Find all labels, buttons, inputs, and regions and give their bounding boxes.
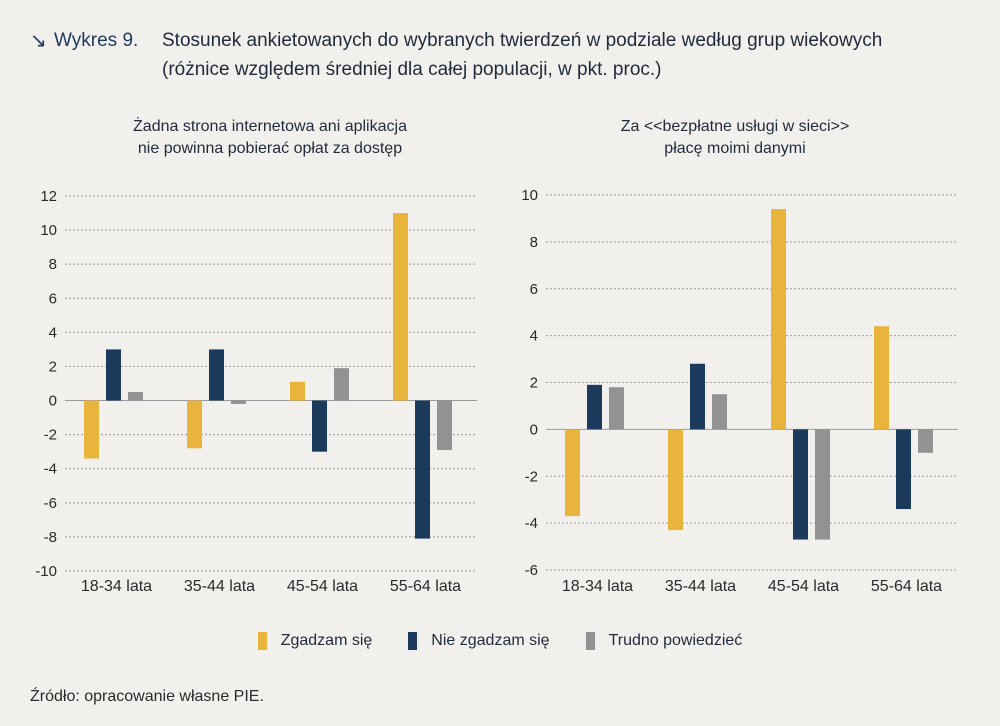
left-bar-hard-to-say-4 [437,400,452,450]
left-bar-agree-4 [393,213,408,401]
left-bar-hard-to-say-1 [128,392,143,401]
right-bar-hard-to-say-2 [712,394,727,430]
left-category-label: 45-54 lata [287,578,358,595]
legend-swatch-agree [257,632,267,650]
left-ytick-label: -4 [44,461,57,478]
right-bar-agree-3 [771,209,786,430]
left-category-label: 18-34 lata [81,578,152,595]
right-ytick-label: -2 [525,468,538,485]
legend-swatch-disagree [408,632,418,650]
left-ytick-label: -2 [44,427,57,444]
left-bar-agree-1 [84,400,99,459]
legend-label-agree: Zgadzam się [280,632,373,649]
right-bar-disagree-3 [793,429,808,540]
right-bar-agree-1 [565,429,580,517]
legend-item-disagree: Nie zgadzam się [408,632,550,650]
left-bar-disagree-2 [209,349,224,401]
arrow-down-right-icon: ↘ [30,30,47,52]
left-bar-hard-to-say-3 [334,368,349,401]
right-bar-disagree-2 [690,363,705,430]
left-ytick-label: 10 [40,222,57,239]
figure-title-line1: Stosunek ankietowanych do wybranych twie… [162,30,883,51]
legend-label-hard-to-say: Trudno powiedzieć [608,632,743,649]
left-bar-disagree-1 [106,349,121,401]
right-ytick-label: 2 [530,375,538,392]
right-panel-title-line2: płacę moimi danymi [664,140,806,157]
right-ytick-label: -4 [525,515,538,532]
left-panel-title-line2: nie powinna pobierać opłat za dostęp [137,140,403,157]
left-bar-disagree-3 [312,400,327,452]
right-bar-hard-to-say-3 [815,429,830,540]
right-bar-disagree-4 [896,429,911,510]
right-category-label: 55-64 lata [871,578,942,595]
right-bar-disagree-1 [587,384,602,430]
left-ytick-label: 4 [49,324,57,341]
right-bar-agree-4 [874,326,889,430]
left-ytick-label: -8 [44,529,57,546]
left-ytick-label: 2 [49,358,57,375]
right-ytick-label: 10 [521,187,538,204]
legend: Zgadzam się Nie zgadzam się Trudno powie… [0,632,1000,650]
right-category-label: 35-44 lata [665,578,736,595]
right-ytick-label: 6 [530,281,538,298]
right-bar-agree-2 [668,429,683,531]
right-panel-title: Za <<bezpłatne usługi w sieci>> płacę mo… [500,116,970,160]
left-category-label: 35-44 lata [184,578,255,595]
left-ytick-label: -10 [35,563,57,580]
right-ytick-label: 0 [530,421,538,438]
chart-header: ↘ Wykres 9. Stosunek ankietowanych do wy… [30,28,980,86]
right-ytick-label: -6 [525,562,538,579]
right-ytick-label: 4 [530,328,538,345]
left-bar-disagree-4 [415,400,430,539]
left-ytick-label: 6 [49,290,57,307]
right-bar-hard-to-say-1 [609,387,624,430]
left-panel-title-line1: Żadna strona internetowa ani aplikacja [133,118,407,135]
legend-label-disagree: Nie zgadzam się [431,632,550,649]
right-category-label: 45-54 lata [768,578,839,595]
figure-title-line2: (różnice względem średniej dla całej pop… [162,59,662,80]
left-ytick-label: -6 [44,495,57,512]
left-ytick-label: 12 [40,188,57,205]
legend-item-agree: Zgadzam się [257,632,373,650]
legend-item-hard-to-say: Trudno powiedzieć [585,632,743,650]
legend-swatch-hard-to-say [585,632,595,650]
right-ytick-label: 8 [530,234,538,251]
left-category-label: 55-64 lata [390,578,461,595]
left-bar-hard-to-say-2 [231,400,246,404]
right-panel-title-line1: Za <<bezpłatne usługi w sieci>> [620,118,850,135]
right-bar-hard-to-say-4 [918,429,933,453]
left-ytick-label: 8 [49,256,57,273]
source-note: Źródło: opracowanie własne PIE. [30,688,264,705]
left-ytick-label: 0 [49,393,57,410]
figure-label: Wykres 9. [54,30,139,51]
left-bar-agree-3 [290,381,305,401]
left-panel-title: Żadna strona internetowa ani aplikacja n… [40,116,500,160]
right-category-label: 18-34 lata [562,578,633,595]
left-bar-agree-2 [187,400,202,449]
